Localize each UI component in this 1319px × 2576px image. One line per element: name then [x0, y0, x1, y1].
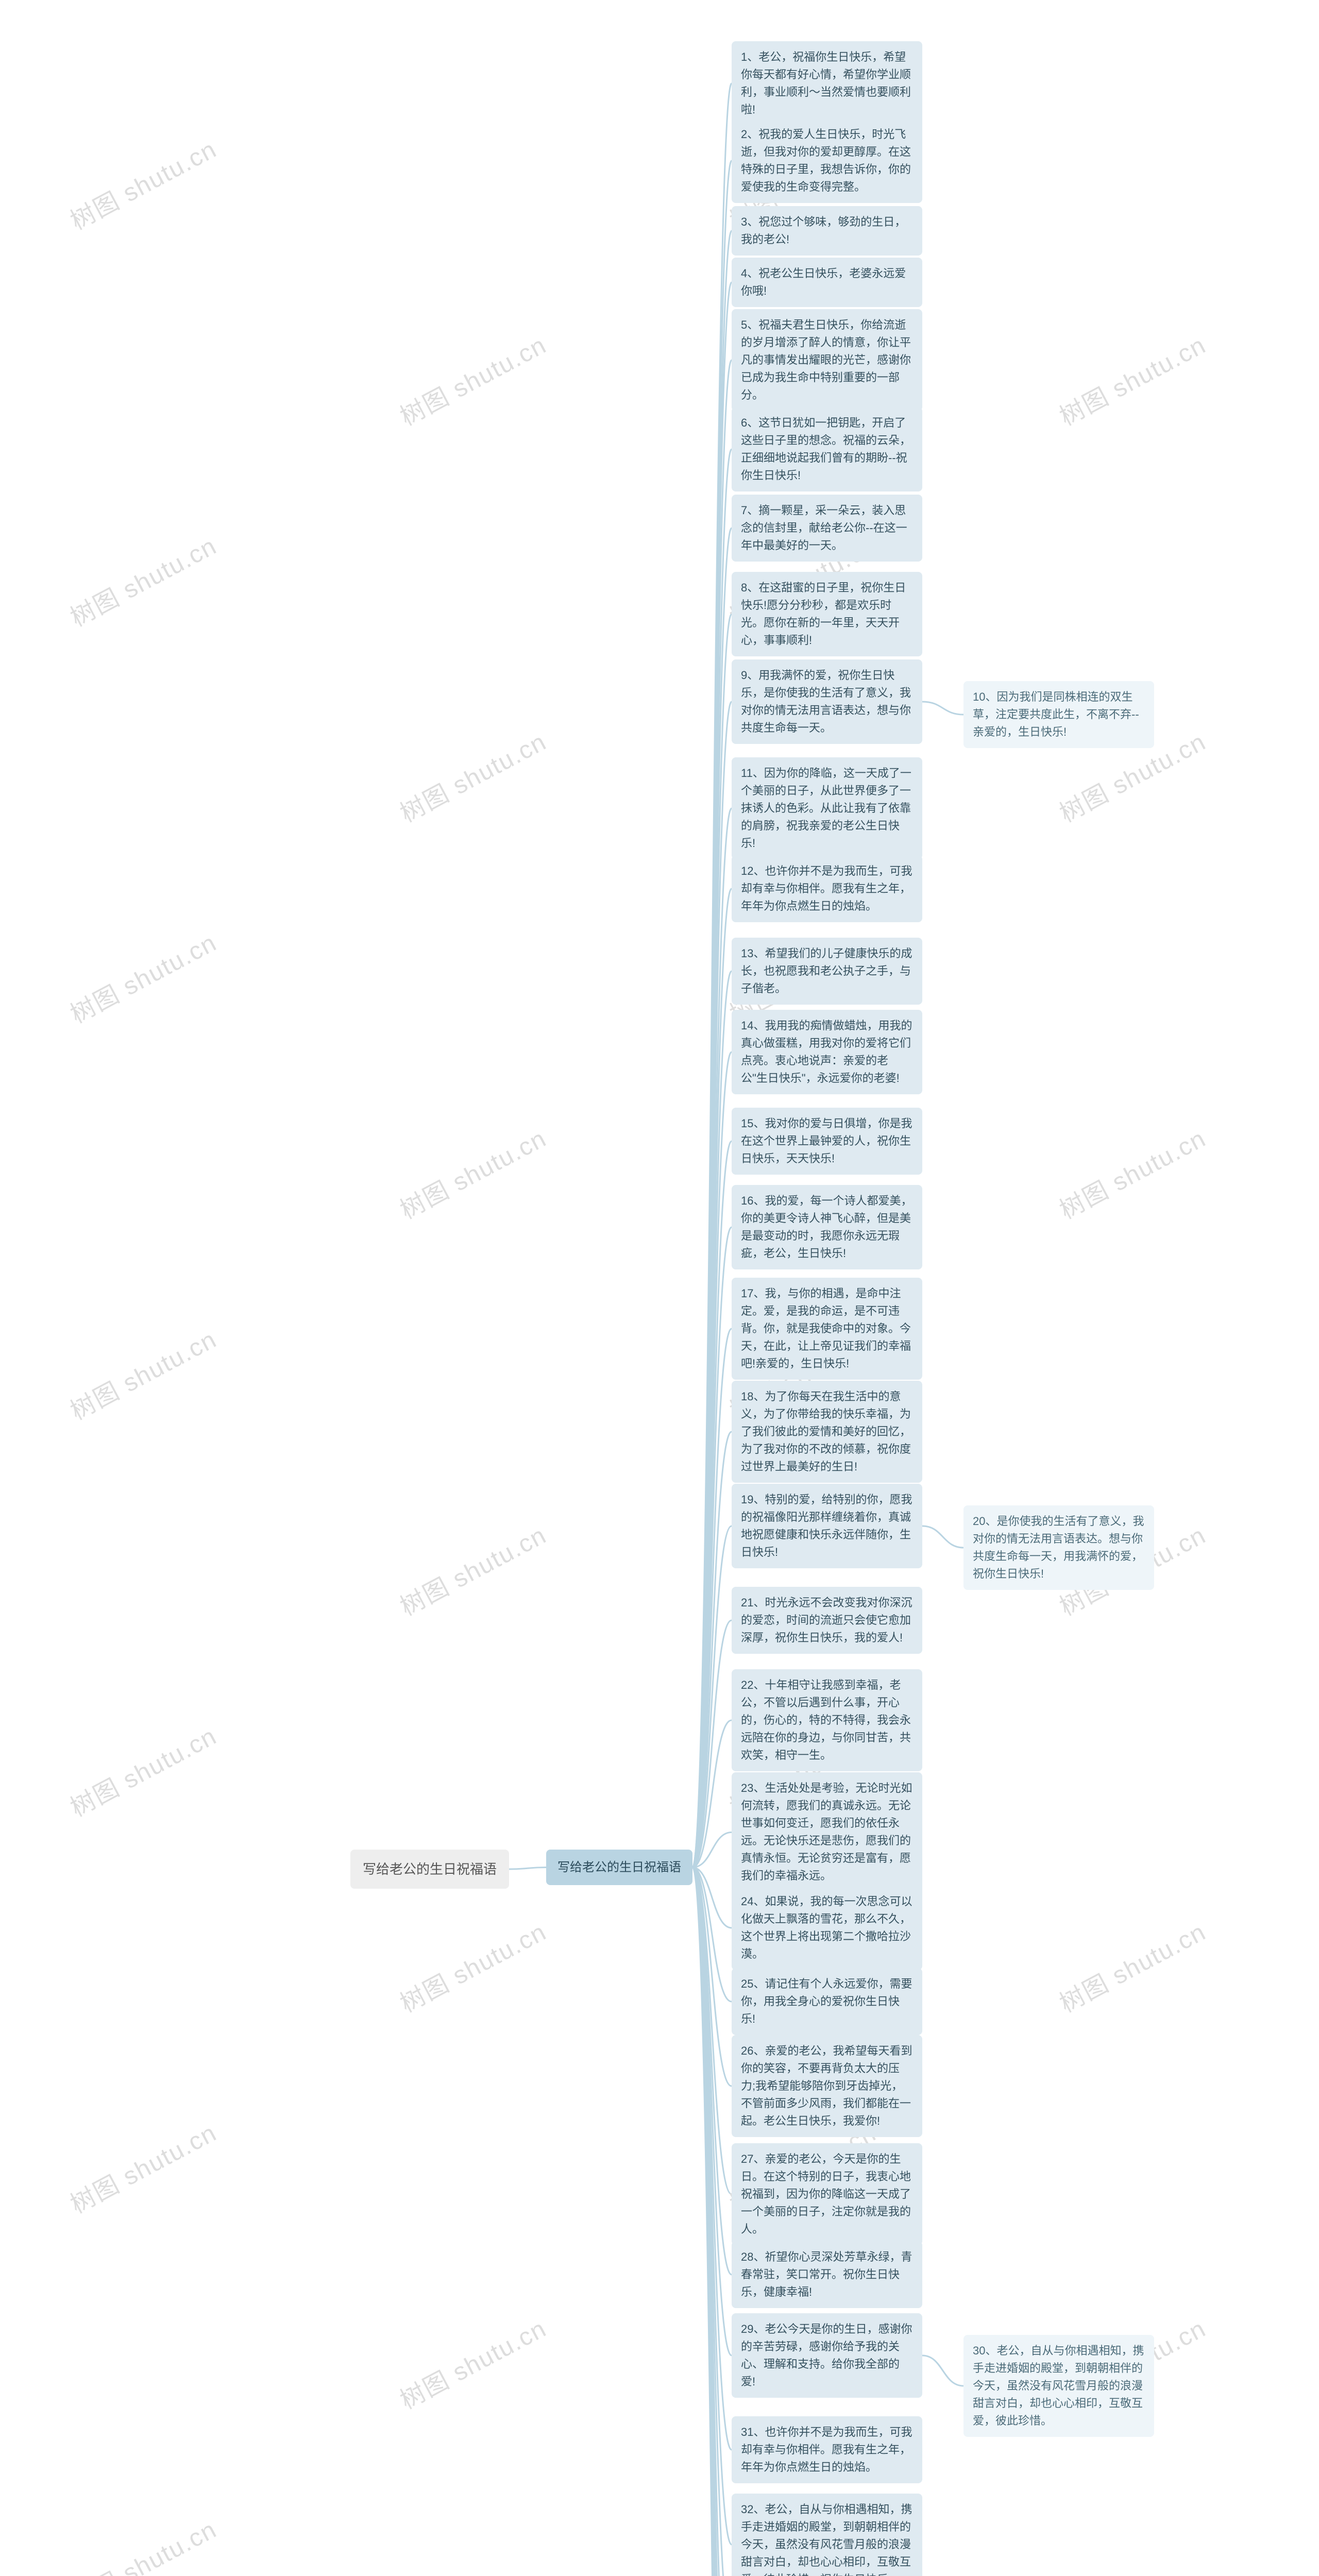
leaf-child-node: 10、因为我们是同株相连的双生草，注定要共度此生，不离不弃--亲爱的，生日快乐! — [963, 681, 1154, 748]
leaf-node: 32、老公，自从与你相遇相知，携手走进婚姻的殿堂，到朝朝相伴的今天，虽然没有风花… — [732, 2494, 922, 2576]
watermark: 树图 shutu.cn — [393, 2309, 552, 2416]
leaf-node: 1、老公，祝福你生日快乐，希望你每天都有好心情，希望你学业顺利，事业顺利～当然爱… — [732, 41, 922, 126]
watermark: 树图 shutu.cn — [393, 722, 552, 829]
watermark: 树图 shutu.cn — [393, 325, 552, 433]
root-node: 写给老公的生日祝福语 — [350, 1850, 509, 1889]
leaf-node: 2、祝我的爱人生日快乐，时光飞逝，但我对你的爱却更醇厚。在这特殊的日子里，我想告… — [732, 118, 922, 203]
leaf-node: 25、请记住有个人永远爱你，需要你，用我全身心的爱祝你生日快乐! — [732, 1968, 922, 2035]
leaf-node: 9、用我满怀的爱，祝你生日快乐，是你使我的生活有了意义，我对你的情无法用言语表达… — [732, 659, 922, 744]
leaf-node: 27、亲爱的老公，今天是你的生日。在这个特别的日子，我衷心地祝福到，因为你的降临… — [732, 2143, 922, 2245]
watermark: 树图 shutu.cn — [63, 1319, 222, 1427]
leaf-node: 8、在这甜蜜的日子里，祝你生日快乐!愿分分秒秒，都是欢乐时光。愿你在新的一年里，… — [732, 572, 922, 656]
leaf-node: 24、如果说，我的每一次思念可以化做天上飘落的雪花，那么不久，这个世界上将出现第… — [732, 1886, 922, 1970]
leaf-node: 29、老公今天是你的生日，感谢你的辛苦劳碌，感谢你给予我的关心、理解和支持。给你… — [732, 2313, 922, 2398]
watermark: 树图 shutu.cn — [63, 1716, 222, 1824]
watermark: 树图 shutu.cn — [393, 1515, 552, 1623]
watermark: 树图 shutu.cn — [63, 129, 222, 237]
leaf-node: 6、这节日犹如一把钥匙，开启了这些日子里的想念。祝福的云朵，正细细地说起我们曾有… — [732, 407, 922, 492]
leaf-node: 18、为了你每天在我生活中的意义，为了你带给我的快乐幸福，为了我们彼此的爱情和美… — [732, 1381, 922, 1483]
leaf-node: 12、也许你并不是为我而生，可我却有幸与你相伴。愿我有生之年，年年为你点燃生日的… — [732, 855, 922, 922]
leaf-node: 4、祝老公生日快乐，老婆永远爱你哦! — [732, 258, 922, 307]
watermark: 树图 shutu.cn — [63, 2510, 222, 2576]
watermark: 树图 shutu.cn — [1052, 1118, 1211, 1226]
leaf-node: 5、祝福夫君生日快乐，你给流逝的岁月增添了醉人的情意，你让平凡的事情发出耀眼的光… — [732, 309, 922, 411]
watermark: 树图 shutu.cn — [63, 2113, 222, 2221]
leaf-node: 26、亲爱的老公，我希望每天看到你的笑容，不要再背负太大的压力;我希望能够陪你到… — [732, 2035, 922, 2137]
leaf-node: 3、祝您过个够味，够劲的生日，我的老公! — [732, 206, 922, 256]
leaf-child-node: 20、是你使我的生活有了意义，我对你的情无法用言语表达。想与你共度生命每一天，用… — [963, 1505, 1154, 1590]
leaf-node: 28、祈望你心灵深处芳草永绿，青春常驻，笑口常开。祝你生日快乐，健康幸福! — [732, 2241, 922, 2308]
diagram-canvas: 树图 shutu.cn 树图 shutu.cn 树图 shutu.cn 树图 shut… — [0, 0, 1319, 2576]
leaf-node: 21、时光永远不会改变我对你深沉的爱恋，时间的流逝只会使它愈加深厚，祝你生日快乐… — [732, 1587, 922, 1654]
watermark: 树图 shutu.cn — [63, 923, 222, 1030]
leaf-node: 14、我用我的痴情做蜡烛，用我的真心做蛋糕，用我对你的爱将它们点亮。衷心地说声：… — [732, 1010, 922, 1094]
leaf-node: 31、也许你并不是为我而生，可我却有幸与你相伴。愿我有生之年，年年为你点燃生日的… — [732, 2416, 922, 2483]
connector-layer — [0, 0, 1319, 2576]
watermark: 树图 shutu.cn — [1052, 1912, 1211, 2020]
watermark: 树图 shutu.cn — [393, 1118, 552, 1226]
leaf-node: 19、特别的爱，给特别的你，愿我的祝福像阳光那样缠绕着你，真诚地祝愿健康和快乐永… — [732, 1484, 922, 1568]
leaf-node: 13、希望我们的儿子健康快乐的成长，也祝愿我和老公执子之手，与子偕老。 — [732, 938, 922, 1005]
watermark: 树图 shutu.cn — [63, 526, 222, 634]
leaf-node: 15、我对你的爱与日俱增，你是我在这个世界上最钟爱的人，祝你生日快乐，天天快乐! — [732, 1108, 922, 1175]
leaf-node: 17、我，与你的相遇，是命中注定。爱，是我的命运，是不可违背。你，就是我使命中的… — [732, 1278, 922, 1380]
watermark: 树图 shutu.cn — [393, 1912, 552, 2020]
leaf-node: 22、十年相守让我感到幸福，老公，不管以后遇到什么事，开心的，伤心的，特的不特得… — [732, 1669, 922, 1771]
leaf-node: 11、因为你的降临，这一天成了一个美丽的日子，从此世界便多了一抹诱人的色彩。从此… — [732, 757, 922, 859]
leaf-node: 16、我的爱，每一个诗人都爱美，你的美更令诗人神飞心醉，但是美是最变动的时，我愿… — [732, 1185, 922, 1269]
leaf-node: 7、摘一颗星，采一朵云，装入思念的信封里，献给老公你--在这一年中最美好的一天。 — [732, 495, 922, 562]
branch-node: 写给老公的生日祝福语 — [546, 1850, 692, 1885]
watermark: 树图 shutu.cn — [1052, 325, 1211, 433]
leaf-child-node: 30、老公，自从与你相遇相知，携手走进婚姻的殿堂，到朝朝相伴的今天，虽然没有风花… — [963, 2335, 1154, 2437]
leaf-node: 23、生活处处是考验，无论时光如何流转，愿我们的真诚永远。无论世事如何变迁，愿我… — [732, 1772, 922, 1892]
